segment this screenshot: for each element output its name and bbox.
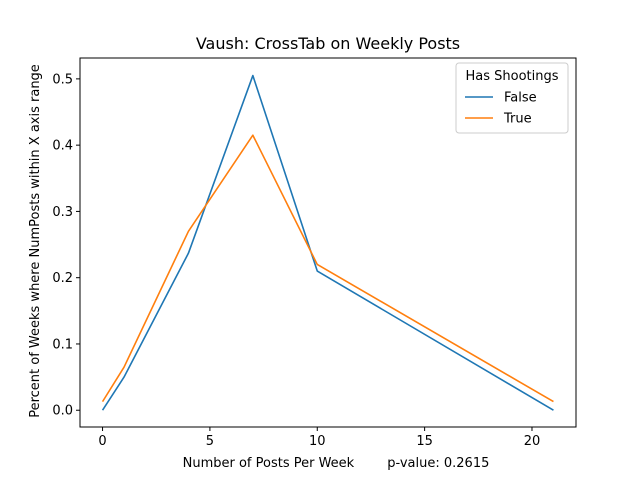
series-lines <box>101 74 554 411</box>
legend-title: Has Shootings <box>465 69 558 84</box>
x-tick-label: 20 <box>524 434 541 449</box>
y-tick-label: 0.4 <box>52 139 73 154</box>
series-line-true <box>101 134 554 403</box>
y-tick-label: 0.2 <box>52 271 73 286</box>
legend-label: True <box>503 112 532 127</box>
legend-entries: False True <box>465 91 537 127</box>
x-tick-label: 15 <box>416 434 433 449</box>
plot-area: 0 5 10 15 20 0.0 0.1 0.2 0.3 0.4 0.5 <box>52 57 577 449</box>
y-tick-label: 0.0 <box>52 404 73 419</box>
x-axis-label: Number of Posts Per Week p-value: 0.2615 <box>183 456 490 471</box>
y-tick-label: 0.1 <box>52 337 73 352</box>
x-tick-label: 5 <box>206 434 214 449</box>
plot-frame <box>79 57 577 428</box>
chart-title: Vaush: CrossTab on Weekly Posts <box>196 34 460 53</box>
series-line-false <box>101 74 554 411</box>
y-axis-label: Percent of Weeks where NumPosts within X… <box>28 64 43 418</box>
x-axis: 0 5 10 15 20 <box>98 427 540 449</box>
x-tick-label: 10 <box>309 434 326 449</box>
y-tick-label: 0.5 <box>52 72 73 87</box>
y-tick-label: 0.3 <box>52 205 73 220</box>
legend: Has Shootings False True <box>455 62 569 134</box>
legend-box <box>455 62 569 134</box>
x-tick-label: 0 <box>98 434 106 449</box>
legend-label: False <box>504 91 537 106</box>
y-axis: 0.0 0.1 0.2 0.3 0.4 0.5 <box>52 72 80 419</box>
